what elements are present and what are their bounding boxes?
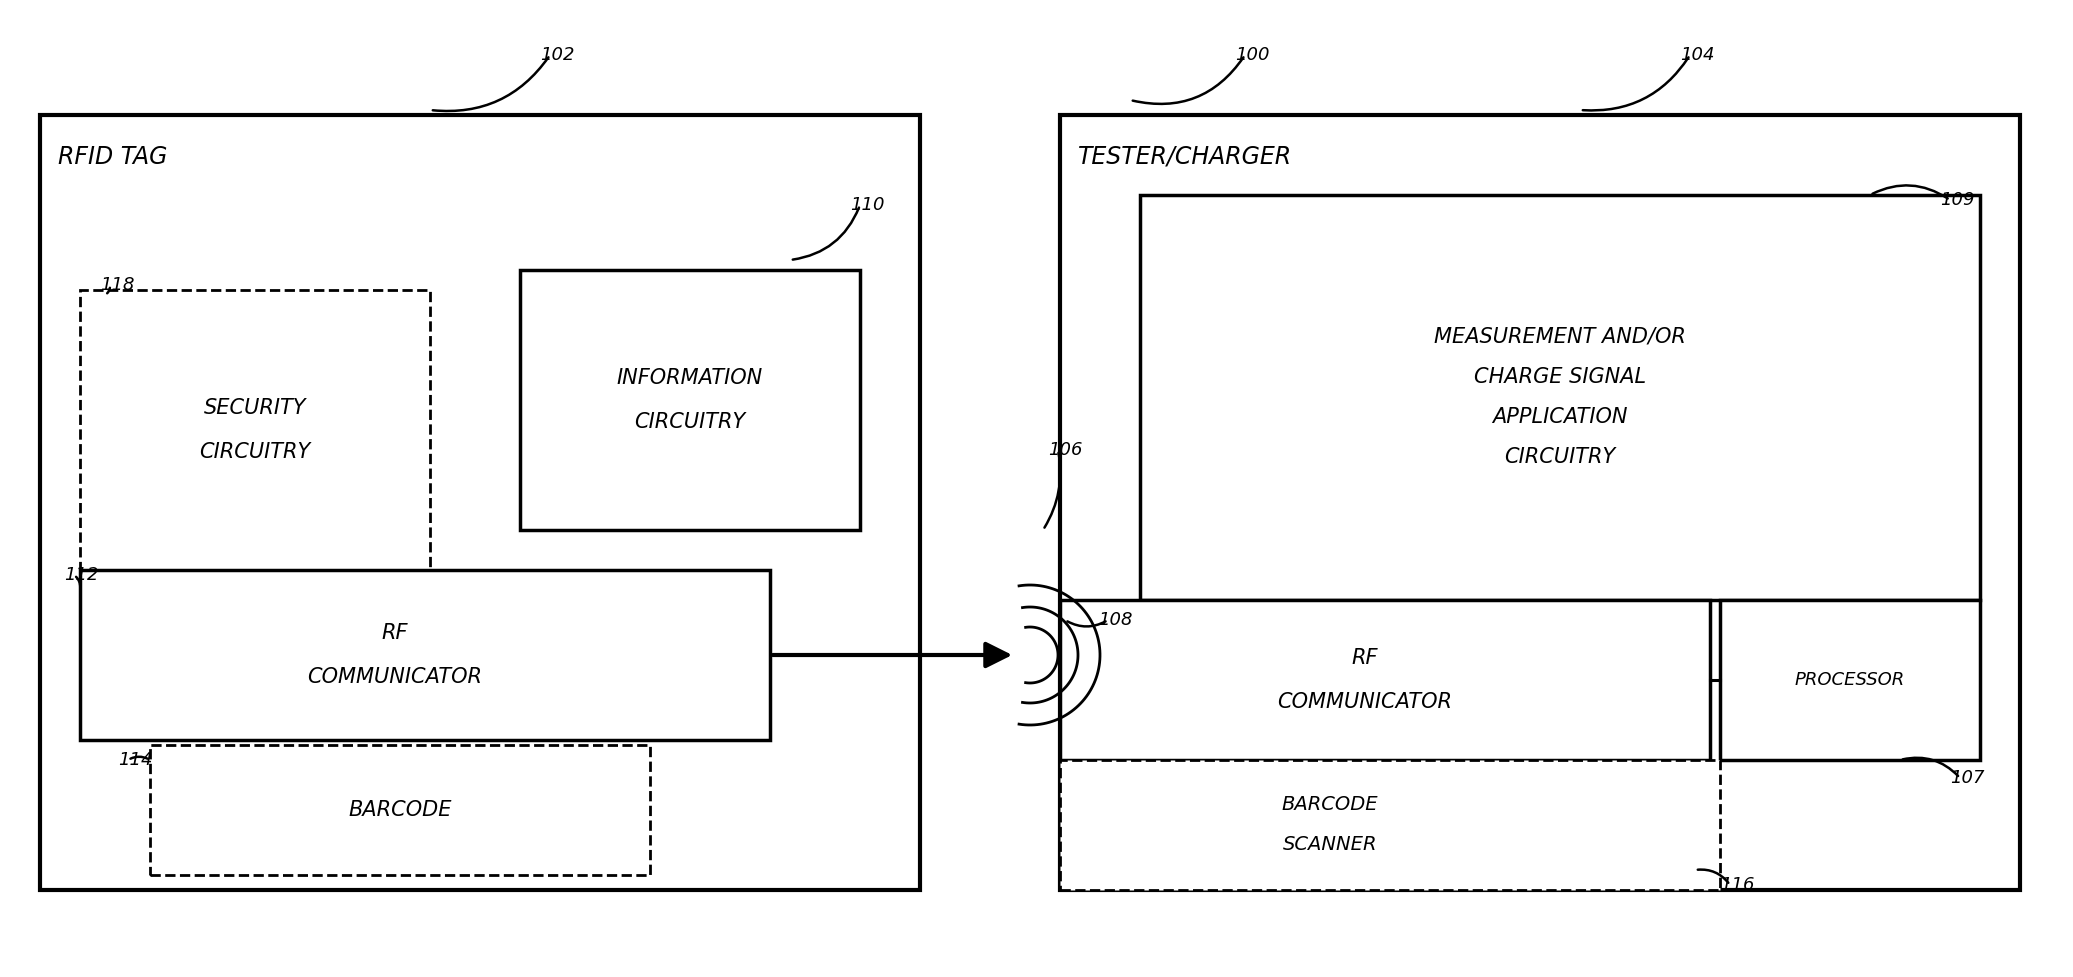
Text: 107: 107 (1951, 769, 1984, 787)
Bar (81, 570, 769, 740)
Bar (1059, 600, 1710, 760)
Text: 110: 110 (850, 196, 885, 214)
Text: SECURITY: SECURITY (203, 398, 307, 418)
Text: 116: 116 (1721, 876, 1754, 894)
Bar (1059, 115, 2019, 890)
Text: CIRCUITRY: CIRCUITRY (1505, 447, 1615, 467)
Text: RFID TAG: RFID TAG (58, 145, 168, 169)
Text: BARCODE: BARCODE (1281, 795, 1379, 815)
Text: 104: 104 (1679, 46, 1714, 64)
Text: 102: 102 (539, 46, 574, 64)
Text: COMMUNICATOR: COMMUNICATOR (307, 667, 483, 687)
Text: CIRCUITRY: CIRCUITRY (199, 442, 311, 462)
Text: CIRCUITRY: CIRCUITRY (634, 412, 746, 432)
Text: RF: RF (1352, 648, 1379, 668)
Text: 112: 112 (64, 566, 100, 584)
Text: MEASUREMENT AND/OR: MEASUREMENT AND/OR (1435, 327, 1685, 347)
Text: INFORMATION: INFORMATION (618, 368, 763, 388)
Text: TESTER/CHARGER: TESTER/CHARGER (1078, 145, 1291, 169)
Text: CHARGE SIGNAL: CHARGE SIGNAL (1474, 367, 1646, 387)
Text: 108: 108 (1099, 611, 1132, 629)
Bar (39, 115, 920, 890)
Text: PROCESSOR: PROCESSOR (1795, 671, 1905, 689)
Text: 114: 114 (118, 751, 153, 769)
Text: 118: 118 (100, 276, 135, 294)
Text: RF: RF (381, 623, 408, 643)
Text: 106: 106 (1049, 441, 1082, 459)
Text: BARCODE: BARCODE (348, 800, 452, 820)
Bar (1721, 600, 1980, 760)
Text: 100: 100 (1236, 46, 1269, 64)
Text: 109: 109 (1940, 191, 1973, 209)
Text: APPLICATION: APPLICATION (1493, 407, 1627, 427)
Bar (1059, 760, 1721, 890)
Text: COMMUNICATOR: COMMUNICATOR (1277, 692, 1453, 712)
Bar (149, 745, 651, 875)
Bar (81, 290, 429, 570)
Text: SCANNER: SCANNER (1283, 835, 1376, 855)
Bar (520, 270, 860, 530)
Bar (1140, 195, 1980, 600)
